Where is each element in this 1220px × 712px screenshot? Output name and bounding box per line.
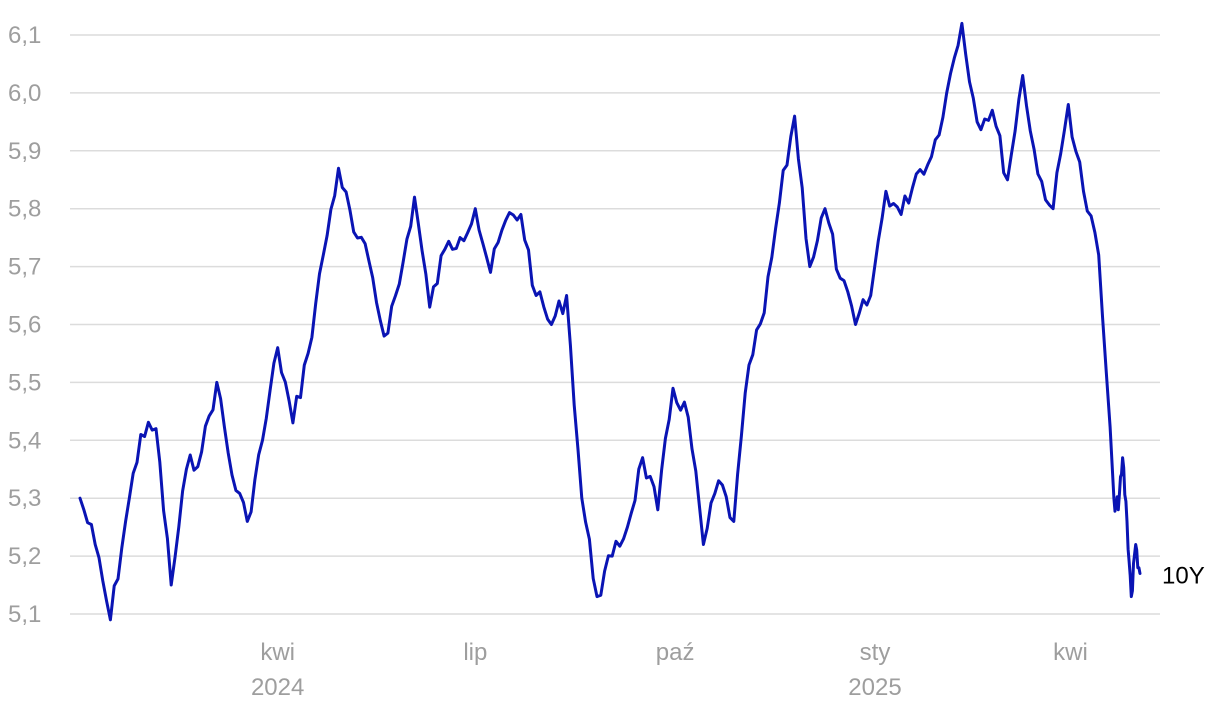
x-tick-label: kwi	[1053, 639, 1088, 666]
y-tick-label: 5,5	[8, 369, 41, 396]
x-tick-label: kwi	[260, 639, 295, 666]
x-axis: kwi 2024 lip paź sty 2025 kwi	[251, 639, 1088, 701]
series-label-10y: 10Y	[1162, 562, 1205, 589]
y-tick-label: 5,1	[8, 601, 41, 628]
y-tick-label: 5,8	[8, 196, 41, 223]
y-tick-label: 6,0	[8, 80, 41, 107]
y-tick-label: 5,6	[8, 312, 41, 339]
series-line-10y	[78, 21, 1142, 622]
y-axis: 5,1 5,2 5,3 5,4 5,5 5,6 5,7 5,8 5,9 6,0 6,1	[8, 22, 41, 628]
y-tick-label: 5,2	[8, 543, 41, 570]
x-tick-year-label: 2024	[251, 674, 304, 701]
y-tick-label: 5,7	[8, 254, 41, 281]
y-tick-label: 5,9	[8, 138, 41, 165]
y-tick-label: 6,1	[8, 22, 41, 49]
x-tick-label: lip	[463, 639, 487, 666]
x-tick-label: paź	[656, 639, 695, 666]
y-tick-label: 5,3	[8, 485, 41, 512]
y-tick-label: 5,4	[8, 427, 41, 454]
x-tick-label: sty	[860, 639, 891, 666]
x-tick-year-label: 2025	[848, 674, 901, 701]
plot-area	[78, 21, 1142, 622]
